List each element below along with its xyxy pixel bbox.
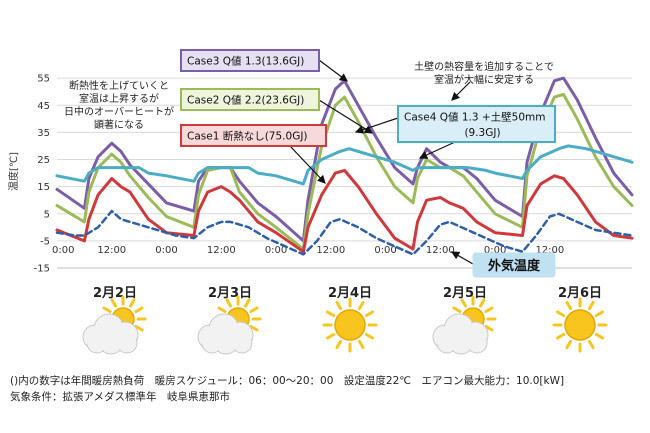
x-tick-label: 0:00 [374,245,396,256]
legend-text-3: Case4 Q値 1.3 +土壁50mm [404,111,545,124]
footnote-line-2: 気象条件：拡張アメダス標準年 岐阜県恵那市 [10,391,230,403]
legend-boxes: Case3 Q値 1.3(13.6GJ) Case2 Q値 2.2(23.6GJ)… [180,49,556,278]
x-tick-label: 12:00 [97,245,126,256]
x-tick-label: 0:00 [484,245,506,256]
weather-icons [82,295,608,355]
y-tick-label: 55 [37,74,50,85]
legend-box-1 [180,88,320,111]
legend-arrow-2 [289,145,326,184]
legend-text-1: Case2 Q値 2.2(23.6GJ) [187,94,304,107]
x-tick-label: 0:00 [265,245,287,256]
x-tick-label: 12:00 [207,245,236,256]
date-label: 2月2日 [93,286,137,301]
x-tick-label: 12:00 [535,245,564,256]
x-tick-label: 0:00 [52,245,74,256]
outdoor-label-box [472,252,556,278]
outdoor-label: 外気温度 [487,258,541,274]
date-label: 2月4日 [328,286,372,301]
sun-icon [552,297,608,353]
outdoor-arrow [450,251,474,265]
y-tick-label: 35 [37,128,50,139]
y-tick-label: 45 [37,101,50,112]
annotation-top-line: 土壁の熱容量を追加することで [414,60,554,73]
series-line-0 [55,76,634,243]
partly-cloudy-icon [432,295,497,355]
series-line-3 [55,144,634,186]
legend-box-2 [180,124,327,147]
date-label: 2月3日 [208,286,252,301]
y-tick-label: -5 [40,236,50,247]
annotation-left-line: 断熱性を上げていくと [69,79,169,92]
partly-cloudy-icon [82,295,147,355]
y-axis-label: 温度[℃] [7,152,20,191]
legend-box-0 [180,49,320,72]
y-tick-label: 15 [37,182,50,193]
y-tick-label: 5 [44,209,50,220]
annotation-left-line: 顕著になる [94,118,144,131]
annotation-top-line: 室温が大幅に安定する [434,73,534,86]
annotation-left-line: 室温は上昇するが [79,92,159,105]
legend-text-2: Case1 断熱なし(75.0GJ) [187,130,308,143]
footnote-line-1: ()内の数字は年間暖房熱負荷 暖房スケジュール：06：00～20：00 設定温度… [10,375,565,387]
series-line-2 [55,168,634,254]
annotation-arrows [289,59,474,265]
sun-icon [322,297,378,353]
legend-text-0: Case3 Q値 1.3(13.6GJ) [187,55,304,68]
partly-cloudy-icon [197,295,262,355]
annotation-left-line: 日中のオーバーヒートが [64,105,174,118]
legend-box-3 [397,105,556,143]
date-label: 2月6日 [558,286,602,301]
series-group [55,76,634,256]
case4-arrow [418,141,456,159]
legend-text-3-b: (9.3GJ) [464,127,500,139]
legend-arrow-3 [354,117,399,134]
x-tick-label: 12:00 [426,245,455,256]
series-line-4 [55,209,634,256]
date-labels: 2月2日 2月3日 2月4日 2月5日 2月6日 [93,286,602,301]
y-tick-label: 25 [37,155,50,166]
y-axis-ticks: -15 -5 5 15 25 35 45 55 [34,74,50,275]
x-tick-label: 12:00 [316,245,345,256]
top-annotation-arrow [451,81,471,101]
x-axis-ticks: 0:00 12:00 0:00 12:00 0:00 12:00 0:00 12:00 0:00… [52,245,564,256]
y-tick-label: -15 [34,264,50,275]
date-label: 2月5日 [443,286,487,301]
x-tick-label: 0:00 [155,245,177,256]
legend-arrow-0 [318,59,348,82]
